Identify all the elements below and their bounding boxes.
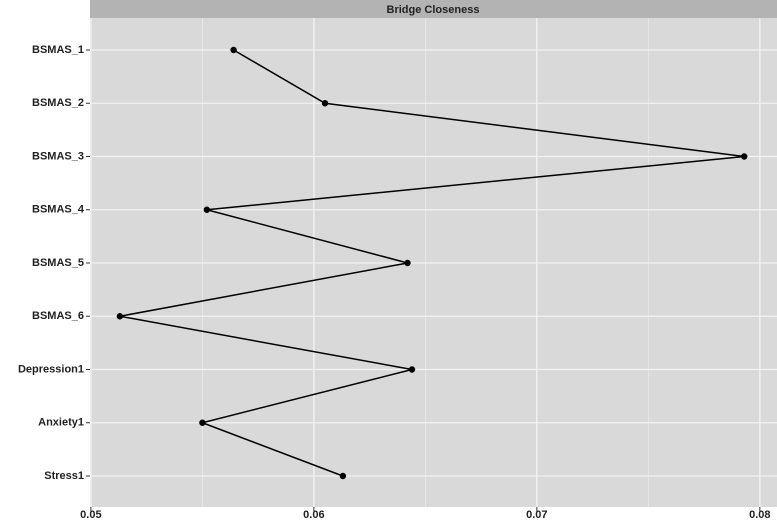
point (203, 206, 211, 213)
point (199, 419, 206, 426)
point (339, 472, 347, 480)
point (741, 153, 748, 160)
y-tick-label: BSMAS_6 (32, 310, 84, 322)
chart-title: Bridge Closeness (387, 4, 480, 16)
y-tick-label: BSMAS_2 (32, 97, 84, 109)
x-tick-label: 0.07 (526, 509, 547, 521)
y-tick-label: Anxiety1 (38, 417, 84, 429)
point (230, 46, 237, 54)
y-tick-label: Stress1 (44, 470, 84, 482)
y-tick-label: BSMAS_1 (32, 44, 84, 56)
strip (90, 0, 777, 18)
y-tick-label: Depression1 (18, 363, 84, 375)
point (116, 313, 124, 320)
x-tick-label: 0.05 (80, 509, 101, 521)
x-tick-label: 0.08 (749, 509, 770, 521)
point (404, 259, 411, 267)
x-tick-label: 0.06 (303, 509, 324, 521)
y-tick-label: BSMAS_4 (32, 204, 85, 216)
y-tick-label: BSMAS_3 (32, 150, 84, 162)
point (408, 366, 416, 373)
y-tick-label: BSMAS_5 (32, 257, 84, 269)
point (321, 100, 329, 107)
